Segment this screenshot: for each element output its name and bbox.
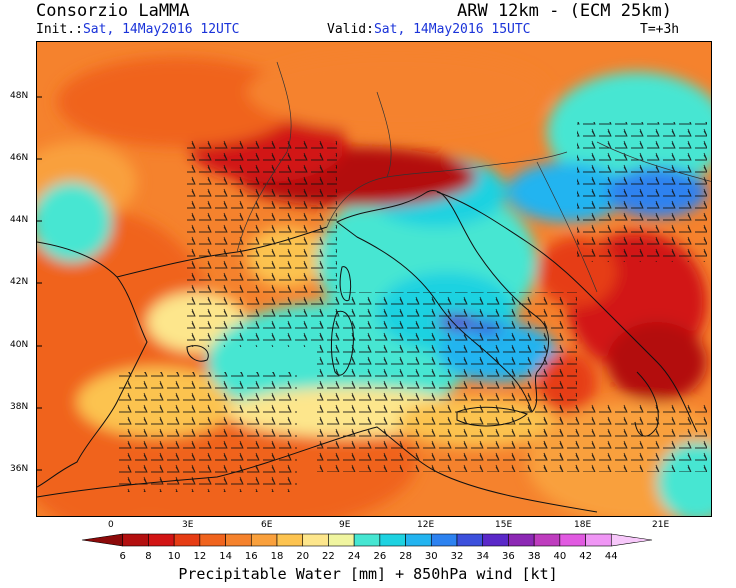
colorbar-swatch [122,533,149,547]
colorbar-swatches [81,533,653,547]
colorbar-swatch [353,533,381,547]
lat-label: 38N [10,402,29,412]
colorbar-swatch [610,533,653,547]
colorbar-tick-label: 10 [168,551,181,562]
lon-label: 18E [574,520,592,530]
colorbar-swatch [379,533,406,547]
colorbar-tick-label: 24 [348,551,361,562]
colorbar-tick-label: 34 [476,551,489,562]
lat-label: 36N [10,464,29,474]
colorbar-tick-label: 30 [425,551,438,562]
colorbar-tick-label: 22 [322,551,335,562]
colorbar-tick-label: 18 [271,551,284,562]
colorbar-tick-label: 36 [502,551,515,562]
init-label: Init.: [36,22,83,37]
colorbar-swatch [533,533,561,547]
colorbar-swatch [276,533,304,547]
colorbar-swatch [508,533,535,547]
weather-map [36,41,712,517]
lon-label: 12E [417,520,435,530]
lat-label: 44N [10,215,29,225]
lon-label: 0 [108,520,114,530]
colorbar-tick-label: 32 [451,551,464,562]
header: Consorzio LaMMA ARW 12km - (ECM 25km) In… [0,0,736,40]
country-borders [236,61,711,293]
colorbar-label: Precipitable Water [mm] + 850hPa wind [k… [178,565,557,583]
init-value: Sat, 14May2016 12UTC [82,22,240,37]
forecast-step: T=+3h [640,22,680,37]
lon-label: 15E [495,520,513,530]
colorbar-swatch [456,533,484,547]
colorbar-swatch [482,533,509,547]
colorbar-swatch [430,533,458,547]
colorbar-svg: 6 8 10 12 14 16 18 20 22 24 26 28 30 32 34 36 38 40 42 44 P… [81,533,653,583]
colorbar-swatch [225,533,252,547]
coastlines [37,189,698,513]
colorbar-tick-label: 8 [145,551,151,562]
colorbar-swatch [199,533,226,547]
colorbar-tick-label: 20 [296,551,309,562]
colorbar-tick-label: 16 [245,551,258,562]
colorbar-swatch [559,533,586,547]
colorbar-swatch [173,533,201,547]
lon-label: 9E [339,520,351,530]
colorbar-swatch [302,533,329,547]
lon-label: 3E [182,520,194,530]
colorbar-swatch [585,533,612,547]
lon-label: 21E [652,520,670,530]
lat-label: 42N [10,277,29,287]
colorbar-swatch [328,533,355,547]
colorbar: 6 8 10 12 14 16 18 20 22 24 26 28 30 32 34 36 38 40 42 44 P… [0,530,736,584]
colorbar-tick-label: 28 [399,551,412,562]
model-info: ARW 12km - (ECM 25km) [457,1,672,21]
colorbar-tick-label: 26 [373,551,386,562]
colorbar-tick-label: 6 [120,551,126,562]
wind-barbs [117,122,707,492]
colorbar-swatch [81,533,124,547]
valid-value: Sat, 14May2016 15UTC [373,22,531,37]
colorbar-ticks: 6 8 10 12 14 16 18 20 22 24 26 28 30 32 34 36 38 40 42 44 [120,551,618,562]
colorbar-tick-label: 38 [528,551,541,562]
colorbar-swatch [148,533,175,547]
colorbar-tick-label: 44 [605,551,618,562]
colorbar-tick-label: 40 [553,551,566,562]
colorbar-tick-label: 14 [219,551,232,562]
colorbar-tick-label: 42 [579,551,592,562]
title: Consorzio LaMMA [36,1,190,21]
colorbar-swatch [250,533,278,547]
map-canvas [37,42,711,516]
init-time: Init.:Sat, 14May2016 12UTC [36,22,240,37]
colorbar-tick-label: 12 [193,551,206,562]
lat-label: 40N [10,340,29,350]
colorbar-swatch [405,533,432,547]
valid-label: Valid: [327,22,374,37]
lat-label: 46N [10,153,29,163]
lon-label: 6E [261,520,273,530]
valid-time: Valid:Sat, 14May2016 15UTC [327,22,531,37]
lat-ticks [37,96,42,471]
lat-label: 48N [10,91,29,101]
